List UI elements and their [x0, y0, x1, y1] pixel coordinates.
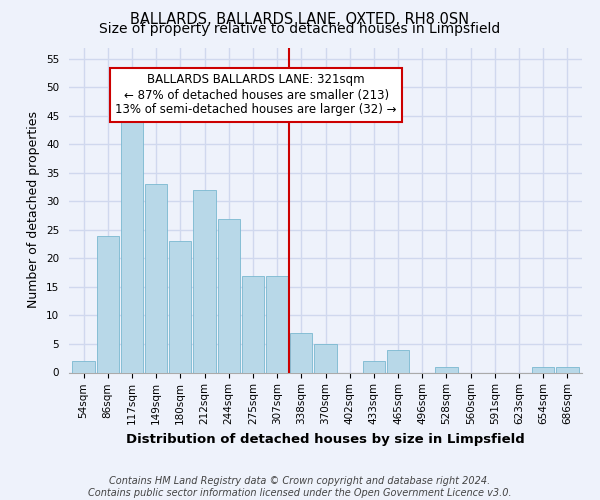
- Text: BALLARDS BALLARDS LANE: 321sqm
← 87% of detached houses are smaller (213)
13% of: BALLARDS BALLARDS LANE: 321sqm ← 87% of …: [115, 74, 397, 116]
- Bar: [169, 242, 191, 372]
- Text: BALLARDS, BALLARDS LANE, OXTED, RH8 0SN: BALLARDS, BALLARDS LANE, OXTED, RH8 0SN: [130, 12, 470, 28]
- Bar: [145, 184, 167, 372]
- Bar: [73, 361, 95, 372]
- Bar: [436, 367, 458, 372]
- Bar: [218, 218, 240, 372]
- Bar: [97, 236, 119, 372]
- X-axis label: Distribution of detached houses by size in Limpsfield: Distribution of detached houses by size …: [126, 432, 525, 446]
- Bar: [314, 344, 337, 372]
- Bar: [363, 361, 385, 372]
- Bar: [121, 110, 143, 372]
- Bar: [290, 332, 313, 372]
- Bar: [242, 276, 264, 372]
- Bar: [193, 190, 215, 372]
- Text: Size of property relative to detached houses in Limpsfield: Size of property relative to detached ho…: [100, 22, 500, 36]
- Bar: [556, 367, 578, 372]
- Bar: [266, 276, 288, 372]
- Y-axis label: Number of detached properties: Number of detached properties: [28, 112, 40, 308]
- Bar: [532, 367, 554, 372]
- Text: Contains HM Land Registry data © Crown copyright and database right 2024.
Contai: Contains HM Land Registry data © Crown c…: [88, 476, 512, 498]
- Bar: [387, 350, 409, 372]
